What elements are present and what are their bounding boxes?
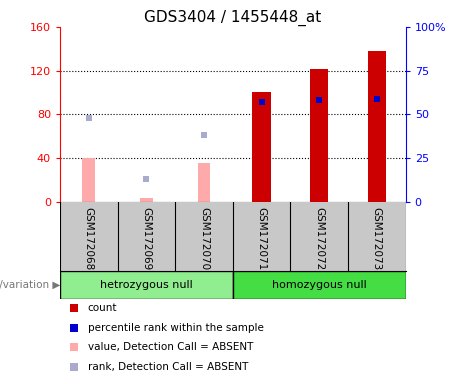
- Bar: [60, 271, 233, 299]
- Bar: [368, 51, 386, 202]
- Bar: [198, 163, 210, 202]
- Text: rank, Detection Call = ABSENT: rank, Detection Call = ABSENT: [88, 362, 248, 372]
- Text: GSM172073: GSM172073: [372, 207, 382, 270]
- Bar: [252, 93, 271, 202]
- Text: value, Detection Call = ABSENT: value, Detection Call = ABSENT: [88, 342, 253, 352]
- Text: GSM172072: GSM172072: [314, 207, 324, 270]
- Bar: [310, 70, 328, 202]
- Text: homozygous null: homozygous null: [272, 280, 366, 290]
- Title: GDS3404 / 1455448_at: GDS3404 / 1455448_at: [144, 9, 321, 25]
- Text: hetrozygous null: hetrozygous null: [100, 280, 193, 290]
- Bar: [83, 158, 95, 202]
- Text: GSM172068: GSM172068: [84, 207, 94, 270]
- Text: GSM172070: GSM172070: [199, 207, 209, 270]
- Text: GSM172071: GSM172071: [257, 207, 266, 270]
- Text: genotype/variation ▶: genotype/variation ▶: [0, 280, 60, 290]
- Bar: [140, 198, 153, 202]
- Text: GSM172069: GSM172069: [142, 207, 151, 270]
- Text: count: count: [88, 303, 117, 313]
- Bar: [233, 271, 406, 299]
- Text: percentile rank within the sample: percentile rank within the sample: [88, 323, 264, 333]
